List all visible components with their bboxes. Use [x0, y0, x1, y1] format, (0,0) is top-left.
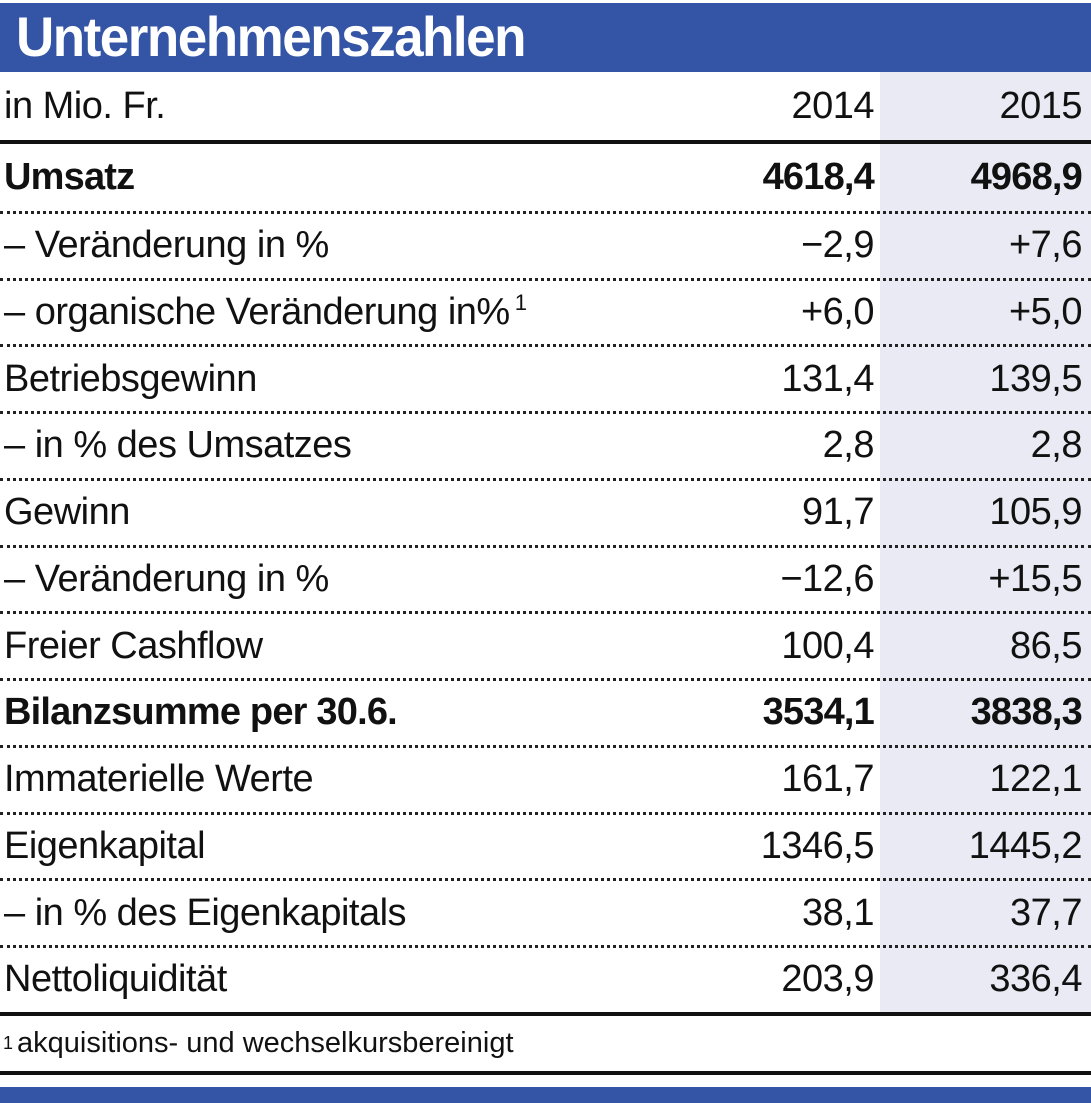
value-2014: 3534,1: [762, 691, 875, 734]
row-label: Gewinn: [4, 491, 130, 534]
row-label: Freier Cashflow: [4, 624, 263, 667]
unit-label: in Mio. Fr.: [4, 84, 166, 127]
row-label: – in % des Eigenkapitals: [4, 891, 407, 934]
row-label: Betriebsgewinn: [4, 357, 257, 400]
footnote-text: akquisitions- und wechselkursbereinigt: [17, 1026, 514, 1059]
value-2015: +7,6: [1008, 224, 1083, 267]
bottom-margin: [0, 1074, 1091, 1087]
value-2015: 2,8: [1030, 424, 1083, 467]
value-2015: 336,4: [989, 958, 1082, 1001]
row-label-text: – organische Veränderung in%: [4, 290, 510, 333]
row-label: – Veränderung in %: [4, 557, 329, 600]
value-2014: 131,4: [781, 357, 874, 400]
value-2015: 139,5: [989, 357, 1082, 400]
table-row: Gewinn 91,7 105,9: [0, 477, 1091, 545]
table-row: – Veränderung in % −12,6 +15,5: [0, 544, 1091, 612]
value-2014: +6,0: [800, 290, 875, 333]
row-label: Immaterielle Werte: [4, 758, 314, 801]
footer-bar: [0, 1086, 1091, 1103]
column-header-2014: 2014: [791, 84, 874, 127]
table-row: Nettoliquidität 203,9 336,4: [0, 945, 1091, 1012]
table-row: Immaterielle Werte 161,7 122,1: [0, 744, 1091, 812]
value-2015: +15,5: [988, 557, 1082, 600]
value-2015: 3838,3: [970, 691, 1083, 734]
value-2015: +5,0: [1008, 290, 1083, 333]
footnote-reference: 1: [514, 290, 527, 316]
table-row: Betriebsgewinn 131,4 139,5: [0, 344, 1091, 411]
value-2015: 4968,9: [970, 155, 1083, 198]
title-bar: Unternehmenszahlen: [0, 3, 1091, 72]
value-2014: 91,7: [802, 491, 874, 534]
value-2014: 1346,5: [760, 824, 875, 867]
table-row: – Veränderung in % −2,9 +7,6: [0, 210, 1091, 278]
table: in Mio. Fr. 2014 2015 Umsatz 4618,4 4968…: [0, 72, 1091, 1075]
value-2015: 122,1: [989, 758, 1082, 801]
table-row: Freier Cashflow 100,4 86,5: [0, 611, 1091, 678]
row-label: Eigenkapital: [4, 824, 206, 867]
value-2014: −2,9: [800, 224, 875, 267]
value-2014: 38,1: [802, 891, 874, 934]
row-label: Nettoliquidität: [4, 958, 227, 1001]
highlight-column-band: [880, 72, 1091, 1012]
value-2014: 4618,4: [762, 155, 875, 198]
row-label: – in % des Umsatzes: [4, 424, 352, 467]
value-2014: 100,4: [781, 624, 874, 667]
column-header-2015: 2015: [999, 84, 1082, 127]
row-label: – Veränderung in %: [4, 224, 329, 267]
value-2014: −12,6: [780, 557, 874, 600]
table-row: – in % des Umsatzes 2,8 2,8: [0, 411, 1091, 478]
value-2015: 37,7: [1010, 891, 1082, 934]
table-header-row: in Mio. Fr. 2014 2015: [0, 72, 1091, 144]
table-row: Bilanzsumme per 30.6. 3534,1 3838,3: [0, 678, 1091, 745]
row-label: Bilanzsumme per 30.6.: [4, 691, 398, 734]
row-label: – organische Veränderung in% 1: [0, 291, 680, 334]
table-row: – in % des Eigenkapitals 38,1 37,7: [0, 878, 1091, 945]
page-title: Unternehmenszahlen: [16, 6, 527, 69]
value-2015: 105,9: [989, 491, 1082, 534]
top-margin: [0, 0, 1091, 3]
value-2015: 1445,2: [968, 824, 1083, 867]
value-2014: 161,7: [781, 758, 874, 801]
value-2014: 2,8: [822, 424, 875, 467]
footnote: 1 akquisitions- und wechselkursbereinigt: [0, 1011, 1091, 1075]
table-row: – organische Veränderung in% 1 +6,0 +5,0: [0, 277, 1091, 345]
row-label: Umsatz: [4, 155, 135, 198]
table-row: Eigenkapital 1346,5 1445,2: [0, 811, 1091, 879]
value-2015: 86,5: [1010, 624, 1082, 667]
value-2014: 203,9: [781, 958, 874, 1001]
table-row: Umsatz 4618,4 4968,9: [0, 144, 1091, 211]
